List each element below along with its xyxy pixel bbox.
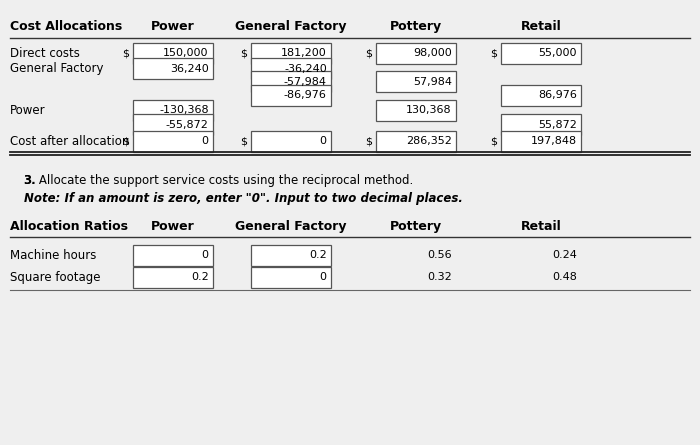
Text: -36,240: -36,240 xyxy=(284,64,327,74)
Text: 0: 0 xyxy=(202,136,209,146)
Text: $: $ xyxy=(241,136,248,146)
Text: -130,368: -130,368 xyxy=(159,105,209,115)
Text: Cost after allocation: Cost after allocation xyxy=(10,135,129,148)
Text: Retail: Retail xyxy=(521,20,561,33)
Text: Direct costs: Direct costs xyxy=(10,47,80,60)
Text: Note: If an amount is zero, enter "0". Input to two decimal places.: Note: If an amount is zero, enter "0". I… xyxy=(24,192,463,205)
Text: 86,976: 86,976 xyxy=(538,90,577,100)
FancyBboxPatch shape xyxy=(501,131,581,152)
FancyBboxPatch shape xyxy=(133,58,213,79)
Text: $: $ xyxy=(491,49,498,58)
Text: 130,368: 130,368 xyxy=(406,105,452,115)
Text: Retail: Retail xyxy=(521,220,561,233)
Text: 36,240: 36,240 xyxy=(170,64,209,74)
Text: Power: Power xyxy=(151,20,195,33)
Text: Square footage: Square footage xyxy=(10,271,100,284)
FancyBboxPatch shape xyxy=(251,267,331,288)
Text: -86,976: -86,976 xyxy=(284,90,327,100)
FancyBboxPatch shape xyxy=(133,100,213,121)
Text: 181,200: 181,200 xyxy=(281,49,327,58)
Text: -55,872: -55,872 xyxy=(166,120,209,130)
Text: 0.56: 0.56 xyxy=(427,251,452,260)
Text: $: $ xyxy=(491,136,498,146)
Text: Machine hours: Machine hours xyxy=(10,249,96,262)
Text: 55,000: 55,000 xyxy=(538,49,577,58)
FancyBboxPatch shape xyxy=(501,43,581,64)
Text: -57,984: -57,984 xyxy=(284,77,327,87)
FancyBboxPatch shape xyxy=(376,100,456,121)
Text: 3.: 3. xyxy=(24,174,36,187)
Text: 0: 0 xyxy=(202,251,209,260)
FancyBboxPatch shape xyxy=(133,245,213,266)
Text: 98,000: 98,000 xyxy=(413,49,452,58)
FancyBboxPatch shape xyxy=(133,131,213,152)
FancyBboxPatch shape xyxy=(501,114,581,135)
Text: $: $ xyxy=(241,49,248,58)
Text: General Factory: General Factory xyxy=(10,62,103,75)
Text: Cost Allocations: Cost Allocations xyxy=(10,20,122,33)
FancyBboxPatch shape xyxy=(251,58,331,79)
Text: General Factory: General Factory xyxy=(235,220,346,233)
FancyBboxPatch shape xyxy=(133,114,213,135)
FancyBboxPatch shape xyxy=(251,131,331,152)
Text: $: $ xyxy=(365,136,372,146)
Text: Allocation Ratios: Allocation Ratios xyxy=(10,220,127,233)
Text: 0: 0 xyxy=(320,136,327,146)
Text: 150,000: 150,000 xyxy=(163,49,209,58)
Text: 57,984: 57,984 xyxy=(413,77,452,87)
Text: Power: Power xyxy=(151,220,195,233)
FancyBboxPatch shape xyxy=(133,43,213,64)
Text: $: $ xyxy=(122,49,130,58)
FancyBboxPatch shape xyxy=(251,43,331,64)
Text: Power: Power xyxy=(10,104,46,117)
Text: 0.2: 0.2 xyxy=(309,251,327,260)
Text: 197,848: 197,848 xyxy=(531,136,577,146)
Text: 3. Allocate the support service costs using the reciprocal method.: 3. Allocate the support service costs us… xyxy=(24,174,413,187)
Text: 0: 0 xyxy=(320,272,327,283)
FancyBboxPatch shape xyxy=(376,43,456,64)
FancyBboxPatch shape xyxy=(133,267,213,288)
Text: Pottery: Pottery xyxy=(390,220,442,233)
Text: $: $ xyxy=(122,136,130,146)
Text: 0.2: 0.2 xyxy=(191,272,209,283)
Text: 0.32: 0.32 xyxy=(427,272,452,283)
FancyBboxPatch shape xyxy=(501,85,581,105)
FancyBboxPatch shape xyxy=(251,85,331,105)
Text: $: $ xyxy=(365,49,372,58)
Text: 286,352: 286,352 xyxy=(406,136,452,146)
Text: Pottery: Pottery xyxy=(390,20,442,33)
Text: 0.48: 0.48 xyxy=(552,272,577,283)
FancyBboxPatch shape xyxy=(376,71,456,93)
Text: General Factory: General Factory xyxy=(235,20,346,33)
Text: 0.24: 0.24 xyxy=(552,251,577,260)
Text: 55,872: 55,872 xyxy=(538,120,577,130)
FancyBboxPatch shape xyxy=(251,245,331,266)
FancyBboxPatch shape xyxy=(376,131,456,152)
FancyBboxPatch shape xyxy=(251,71,331,93)
